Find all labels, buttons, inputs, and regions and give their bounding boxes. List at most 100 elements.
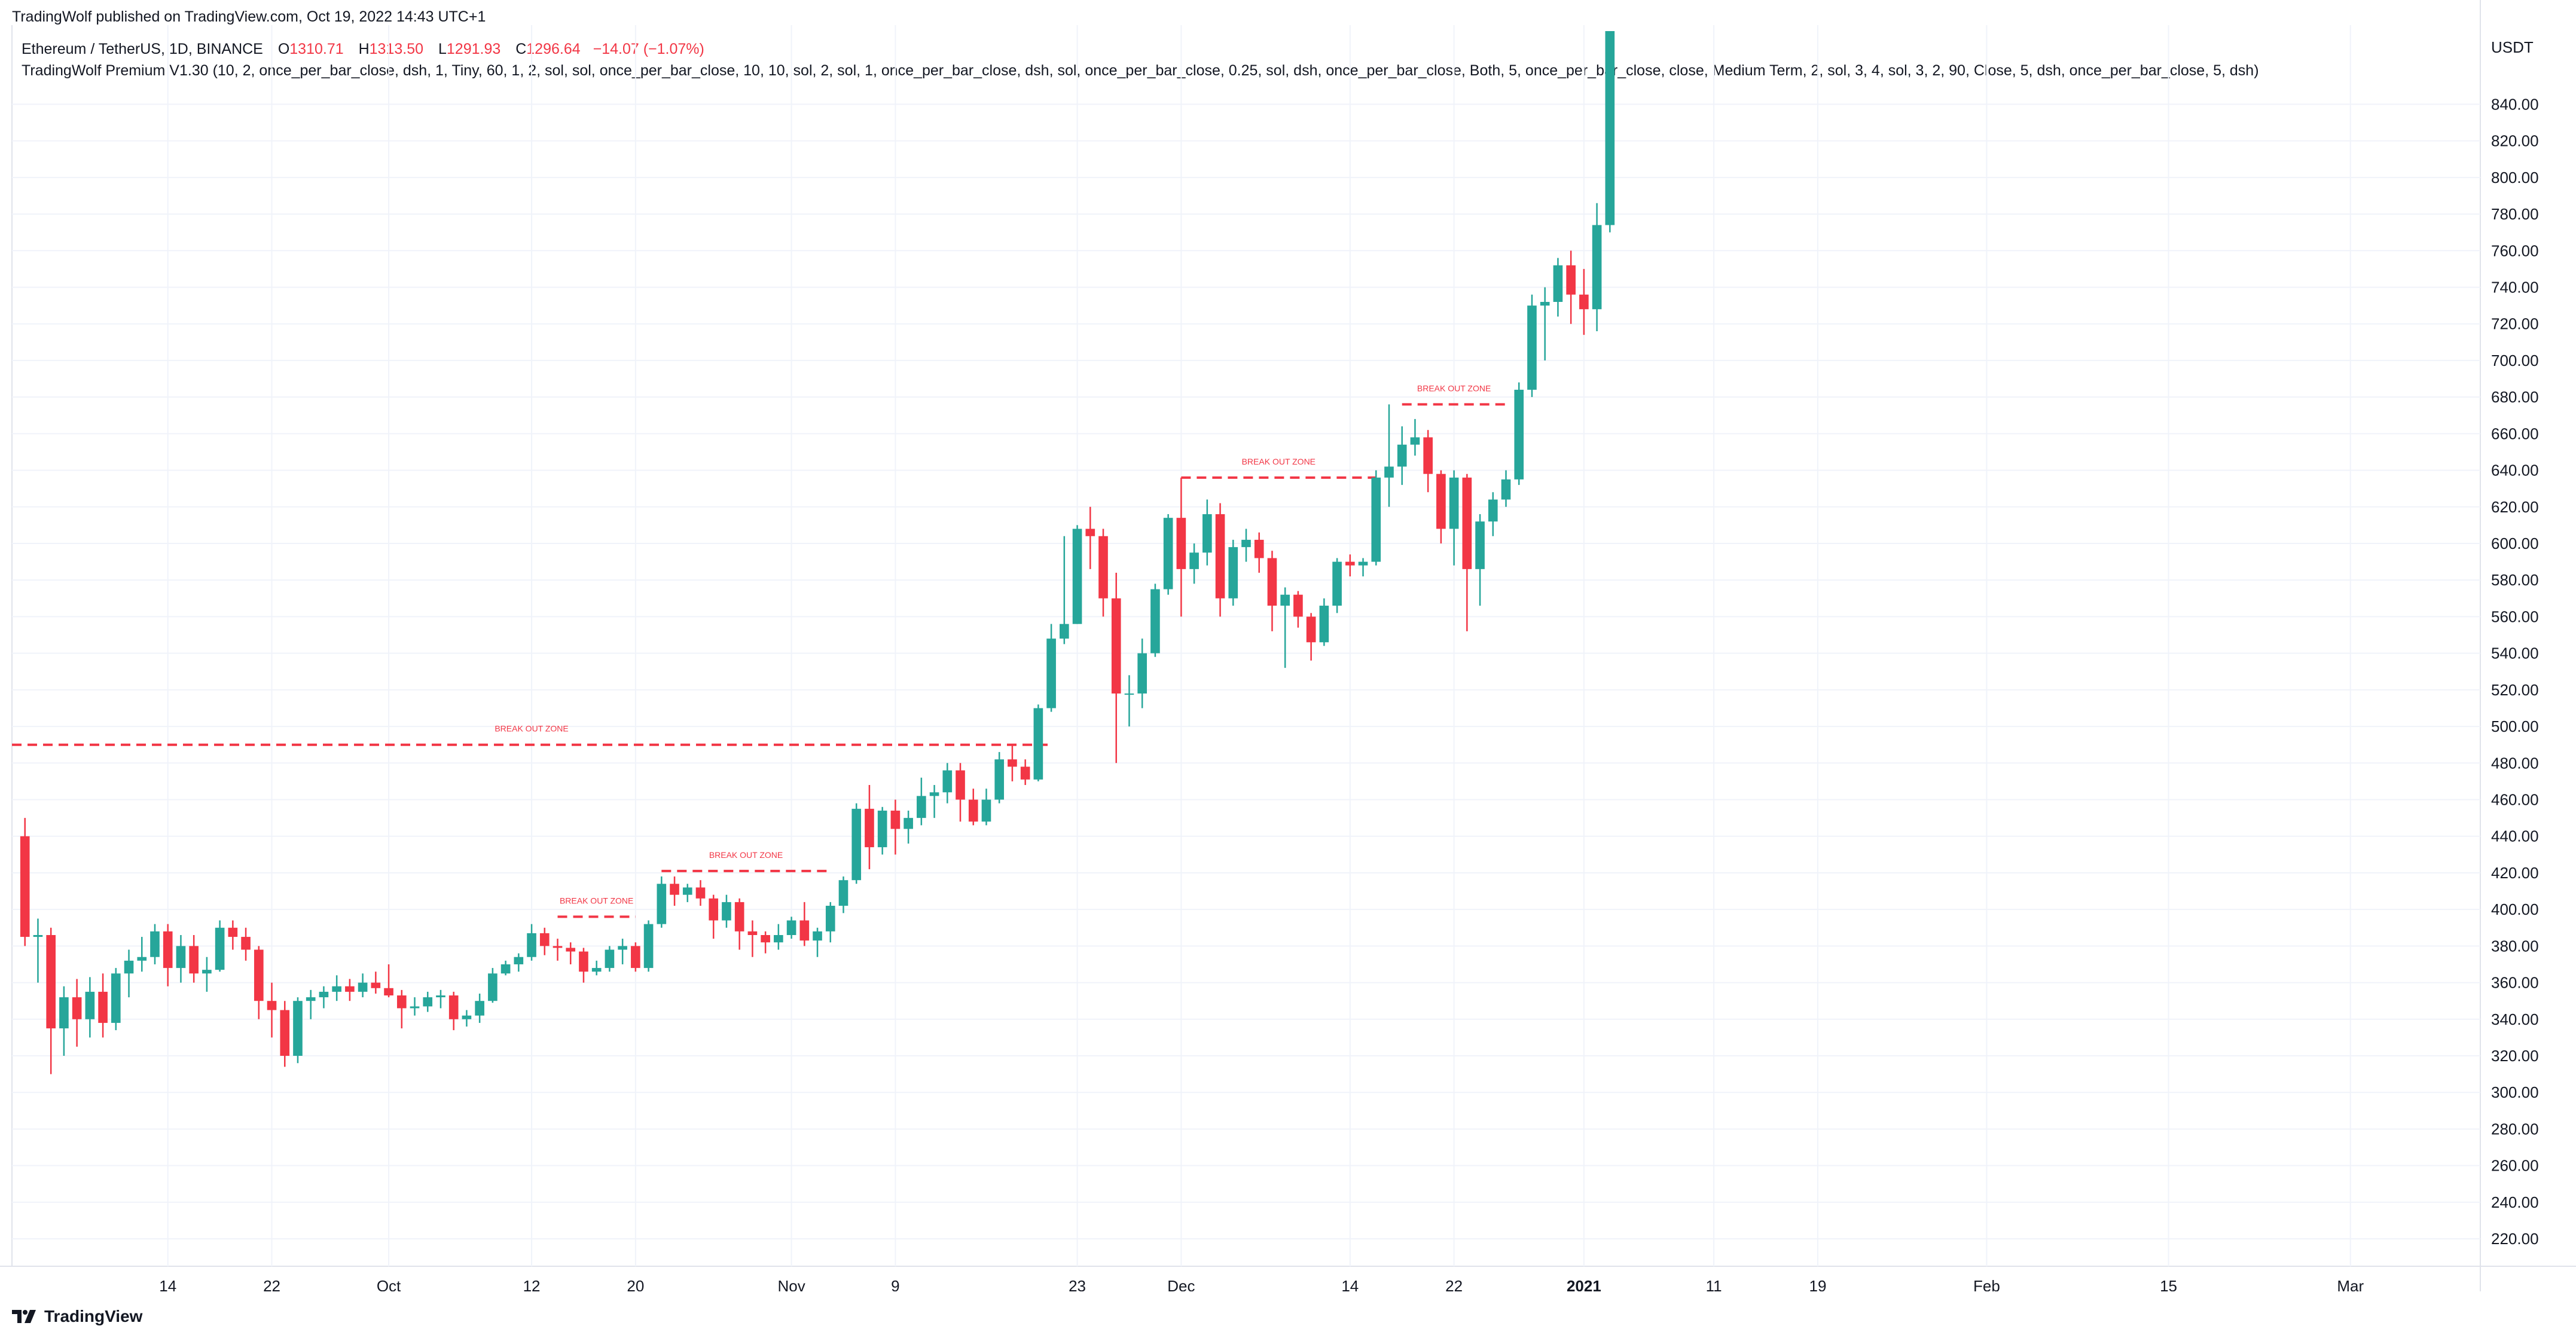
- candle-body: [1098, 536, 1108, 598]
- candle-body: [956, 770, 965, 800]
- candle-body: [1397, 444, 1407, 467]
- candle-body: [1085, 529, 1095, 536]
- candle-down: [46, 927, 56, 1074]
- candle-body: [202, 970, 212, 974]
- candle-body: [877, 810, 887, 848]
- candle-up: [306, 989, 316, 1019]
- candle-down: [1423, 430, 1433, 493]
- candle-down: [799, 902, 810, 946]
- candle-down: [1020, 759, 1030, 786]
- candle-body: [1358, 561, 1368, 566]
- candle-down: [1345, 554, 1355, 577]
- time-tick-label: Oct: [377, 1277, 401, 1291]
- price-axis[interactable]: 220.00 240.00 260.00 280.00 300.00 320.00 340.…: [2491, 38, 2539, 1248]
- candle-down: [1267, 551, 1277, 631]
- candle-body: [1605, 31, 1615, 225]
- candle-body: [1319, 606, 1329, 643]
- candle-body: [1072, 529, 1082, 624]
- candle-down: [579, 948, 588, 983]
- candle-up: [527, 924, 536, 961]
- candle-up: [1540, 287, 1550, 361]
- candle-body: [1436, 474, 1446, 529]
- candle-down: [1566, 251, 1576, 324]
- candle-down: [280, 1001, 290, 1067]
- candle-down: [1293, 591, 1303, 628]
- price-tick-label: 800.00: [2491, 169, 2539, 187]
- time-tick-label: 15: [2160, 1277, 2177, 1291]
- symbol-legend: Ethereum / TetherUS, 1D, BINANCE O1310.7…: [22, 41, 704, 58]
- time-tick-label: 14: [1341, 1277, 1359, 1291]
- close-label: C: [515, 41, 527, 57]
- candle-body: [85, 991, 95, 1019]
- candle-down: [384, 964, 393, 998]
- candle-up: [813, 927, 822, 957]
- candle-body: [254, 949, 264, 1001]
- candle-body: [267, 1001, 277, 1010]
- candle-body: [176, 946, 186, 969]
- candle-body: [488, 973, 498, 1001]
- price-tick-label: 560.00: [2491, 607, 2539, 625]
- candle-body: [293, 1001, 303, 1056]
- candle-body: [1553, 265, 1563, 302]
- price-tick-label: 480.00: [2491, 754, 2539, 772]
- candle-up: [877, 807, 887, 855]
- candle-body: [1293, 594, 1303, 617]
- close-value: 1296.64: [526, 41, 581, 57]
- candle-body: [1215, 514, 1225, 598]
- candle-up: [1605, 31, 1615, 233]
- candle-body: [423, 997, 433, 1007]
- candle-body: [280, 1010, 290, 1056]
- candle-up: [1488, 492, 1498, 536]
- candle-up: [1202, 499, 1212, 566]
- time-tick-label: Nov: [777, 1277, 805, 1291]
- candle-up: [1137, 639, 1147, 708]
- breakout-zone-label: BREAK OUT ZONE: [495, 724, 568, 734]
- indicator-legend[interactable]: TradingWolf Premium V1.30 (10, 2, once_p…: [22, 62, 2259, 79]
- candle-body: [111, 973, 121, 1023]
- breakout-zone-label: BREAK OUT ZONE: [1242, 457, 1316, 466]
- candle-body: [1267, 558, 1277, 606]
- candle-body: [579, 951, 588, 972]
- candle-up: [929, 785, 939, 818]
- candle-body: [618, 946, 627, 950]
- time-tick-label: 11: [1706, 1277, 1722, 1291]
- price-tick-label: 760.00: [2491, 242, 2539, 259]
- candle-up: [657, 876, 667, 928]
- price-tick-label: 300.00: [2491, 1083, 2539, 1101]
- candle-body: [682, 887, 692, 895]
- candle-up: [1060, 536, 1069, 644]
- symbol-name: Ethereum / TetherUS, 1D, BINANCE: [22, 41, 263, 57]
- candle-body: [631, 946, 640, 969]
- candle-body: [813, 931, 822, 941]
- candle-body: [799, 920, 810, 941]
- candle-body: [1280, 594, 1290, 606]
- tradingview-brand[interactable]: TradingView: [12, 1307, 142, 1326]
- candle-body: [46, 935, 56, 1029]
- candles: [20, 31, 1615, 1074]
- candle-body: [968, 799, 978, 822]
- candle-up: [786, 917, 796, 939]
- time-tick-label: 22: [1445, 1277, 1463, 1291]
- candle-body: [500, 964, 511, 974]
- candle-body: [448, 995, 459, 1019]
- price-tick-label: 840.00: [2491, 95, 2539, 113]
- time-axis[interactable]: 14 22 Oct 12 20 Nov 9 23 Dec 14 22 2021 11 19 Feb 15 Mar: [159, 1277, 2364, 1291]
- candle-body: [1254, 539, 1264, 558]
- candle-up: [1241, 529, 1251, 562]
- candle-body: [1345, 561, 1355, 566]
- candle-up: [904, 810, 913, 844]
- candle-down: [890, 799, 901, 855]
- time-tick-label: 9: [891, 1277, 899, 1291]
- price-tick-label: 400.00: [2491, 900, 2539, 918]
- candle-body: [345, 986, 355, 992]
- candle-body: [475, 1001, 484, 1016]
- price-chart[interactable]: BREAK OUT ZONE BREAK OUT ZONE BREAK OUT ZO…: [0, 0, 2576, 1291]
- candle-body: [1228, 547, 1238, 598]
- candle-up: [1046, 624, 1056, 712]
- price-tick-label: 280.00: [2491, 1120, 2539, 1138]
- candle-up: [500, 960, 511, 976]
- candle-body: [605, 949, 615, 969]
- candle-up: [514, 953, 524, 972]
- candle-up: [1332, 558, 1342, 613]
- price-tick-label: 600.00: [2491, 534, 2539, 552]
